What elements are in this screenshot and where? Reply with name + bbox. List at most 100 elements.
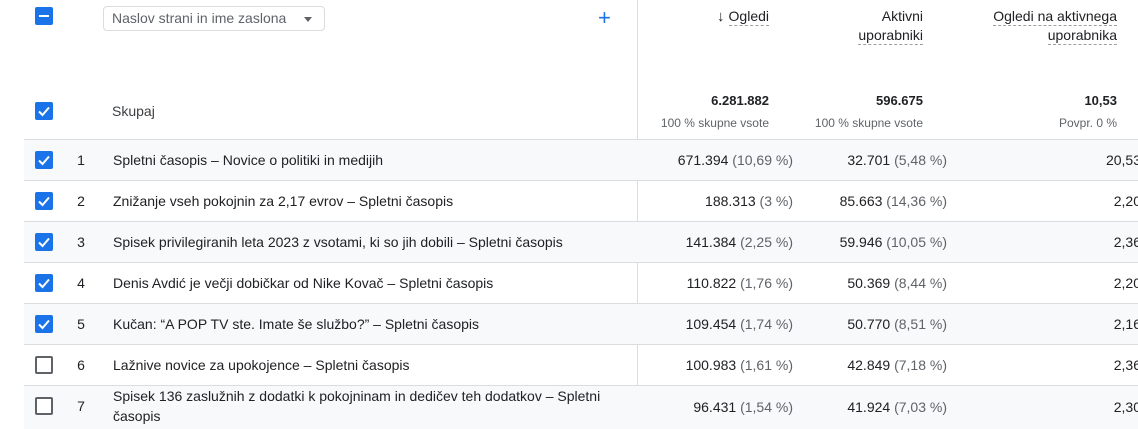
row-title[interactable]: Kučan: “A POP TV ste. Imate še službo?” … <box>113 316 480 332</box>
minus-icon <box>39 15 49 17</box>
cell-views-percent: (1,54 %) <box>740 399 793 415</box>
totals-vpu: 10,53 <box>1084 93 1117 108</box>
dimension-select[interactable]: Naslov strani in ime zaslona <box>103 6 325 31</box>
table-row[interactable]: 4 Denis Avdić je večji dobičkar od Nike K… <box>24 262 1138 303</box>
table-row[interactable]: 7 Spisek 136 zaslužnih z dodatki k pokojn… <box>24 385 1138 429</box>
cell-views-per-user-value: 2,36 <box>1113 234 1138 250</box>
row-title[interactable]: Spletni časopis – Novice o politiki in m… <box>113 152 384 168</box>
row-number: 1 <box>77 152 85 168</box>
row-checkbox[interactable] <box>35 397 53 415</box>
table-row[interactable]: 6 Lažnive novice za upokojence – Spletni … <box>24 344 1138 385</box>
col-header-views-label: Ogledi <box>728 8 769 26</box>
col-header-active-users[interactable]: Aktivni uporabniki <box>858 7 923 45</box>
cell-views-per-user: 2,16 <box>1114 304 1138 344</box>
cell-views: 671.394 (10,69 %) <box>678 140 793 180</box>
row-checkbox[interactable] <box>35 356 53 374</box>
cell-active-users-value: 50.770 <box>847 316 891 332</box>
column-divider <box>637 0 638 428</box>
row-checkbox[interactable] <box>35 192 53 210</box>
cell-active-users-percent: (8,44 %) <box>894 275 947 291</box>
cell-views-per-user-value: 2,16 <box>1113 316 1138 332</box>
row-checkbox[interactable] <box>35 233 53 251</box>
dimension-select-label: Naslov strani in ime zaslona <box>112 10 287 26</box>
cell-active-users-percent: (14,36 %) <box>886 193 947 209</box>
cell-views: 96.431 (1,54 %) <box>693 387 793 427</box>
row-checkbox[interactable] <box>35 315 53 333</box>
cell-active-users-value: 41.924 <box>847 399 891 415</box>
row-checkbox[interactable] <box>35 151 53 169</box>
cell-views-per-user-value: 2,30 <box>1113 399 1138 415</box>
row-title[interactable]: Denis Avdić je večji dobičkar od Nike Ko… <box>113 275 494 291</box>
totals-active: 596.675 <box>876 93 923 108</box>
cell-views-percent: (1,76 %) <box>740 275 793 291</box>
row-title[interactable]: Znižanje vseh pokojnin za 2,17 evrov – S… <box>113 193 454 209</box>
col-header-active-line2: uporabniki <box>858 27 923 45</box>
totals-active-sub: 100 % skupne vsote <box>814 116 923 130</box>
cell-views-per-user: 2,20 <box>1114 181 1138 221</box>
cell-views-value: 188.313 <box>705 193 756 209</box>
row-number: 6 <box>77 357 85 373</box>
cell-views-value: 141.384 <box>685 234 737 250</box>
cell-active-users: 85.663 (14,36 %) <box>840 181 947 221</box>
cell-views-percent: (1,74 %) <box>740 316 793 332</box>
cell-active-users-value: 32.701 <box>847 152 891 168</box>
row-number: 5 <box>77 316 85 332</box>
col-header-vpu-line1: Ogledi na aktivnega <box>993 8 1117 26</box>
cell-views: 188.313 (3 %) <box>705 181 793 221</box>
cell-views-per-user: 2,36 <box>1114 222 1138 262</box>
cell-views-percent: (10,69 %) <box>732 152 793 168</box>
table-row[interactable]: 2 Znižanje vseh pokojnin za 2,17 evrov – … <box>24 180 1138 221</box>
row-number: 3 <box>77 234 85 250</box>
cell-active-users: 50.770 (8,51 %) <box>847 304 947 344</box>
cell-views-value: 109.454 <box>685 316 737 332</box>
col-header-views[interactable]: ↓ Ogledi <box>717 7 769 26</box>
cell-views-per-user: 20,53 <box>1106 140 1138 180</box>
cell-views-per-user-value: 20,53 <box>1105 152 1138 168</box>
row-number: 7 <box>77 398 85 414</box>
row-title[interactable]: Spisek 136 zaslužnih z dodatki k pokojni… <box>113 388 601 424</box>
cell-active-users: 32.701 (5,48 %) <box>847 140 947 180</box>
cell-views: 110.822 (1,76 %) <box>687 263 793 303</box>
cell-active-users: 41.924 (7,03 %) <box>847 387 947 427</box>
chevron-down-icon <box>304 17 312 22</box>
cell-views-value: 110.822 <box>686 275 737 291</box>
col-header-vpu-line2: uporabnika <box>1047 27 1117 45</box>
cell-active-users-percent: (8,51 %) <box>894 316 947 332</box>
cell-active-users: 42.849 (7,18 %) <box>847 345 947 385</box>
checkmark-icon <box>38 278 50 289</box>
row-checkbox[interactable] <box>35 274 53 292</box>
checkmark-icon <box>38 155 50 166</box>
cell-active-users: 50.369 (8,44 %) <box>847 263 947 303</box>
cell-active-users-percent: (10,05 %) <box>886 234 947 250</box>
sort-arrow-icon: ↓ <box>717 8 725 25</box>
cell-active-users-value: 85.663 <box>839 193 883 209</box>
cell-active-users-percent: (7,03 %) <box>894 399 947 415</box>
table-row[interactable]: 3 Spisek privilegiranih leta 2023 z vsota… <box>24 221 1138 262</box>
row-title[interactable]: Lažnive novice za upokojence – Spletni č… <box>113 357 410 373</box>
cell-views-value: 671.394 <box>677 152 729 168</box>
add-dimension-icon[interactable]: + <box>598 5 611 30</box>
checkmark-icon <box>38 196 50 207</box>
cell-views: 109.454 (1,74 %) <box>686 304 793 344</box>
cell-views: 100.983 (1,61 %) <box>686 345 793 385</box>
cell-active-users: 59.946 (10,05 %) <box>840 222 947 262</box>
row-number: 2 <box>77 193 85 209</box>
cell-views-per-user: 2,30 <box>1114 387 1138 427</box>
col-header-views-per-user[interactable]: Ogledi na aktivnega uporabnika <box>993 7 1117 45</box>
row-title[interactable]: Spisek privilegiranih leta 2023 z vsotam… <box>113 234 563 250</box>
cell-active-users-value: 59.946 <box>839 234 883 250</box>
col-header-active-line1: Aktivni <box>881 8 923 24</box>
checkmark-icon <box>38 106 50 117</box>
table-row[interactable]: 5 Kučan: “A POP TV ste. Imate še službo?”… <box>24 303 1138 344</box>
cell-views-per-user-value: 2,20 <box>1113 193 1138 209</box>
cell-views: 141.384 (2,25 %) <box>686 222 793 262</box>
cell-views-per-user: 2,36 <box>1114 345 1138 385</box>
table-row[interactable]: 1 Spletni časopis – Novice o politiki in … <box>24 139 1138 180</box>
cell-views-per-user-value: 2,20 <box>1113 275 1138 291</box>
select-all-minus-checkbox[interactable] <box>35 7 53 25</box>
totals-vpu-sub: Povpr. 0 % <box>1058 116 1117 130</box>
checkmark-icon <box>38 237 50 248</box>
cell-active-users-percent: (5,48 %) <box>894 152 947 168</box>
totals-checkbox[interactable] <box>35 102 53 120</box>
cell-views-per-user-value: 2,36 <box>1113 357 1138 373</box>
